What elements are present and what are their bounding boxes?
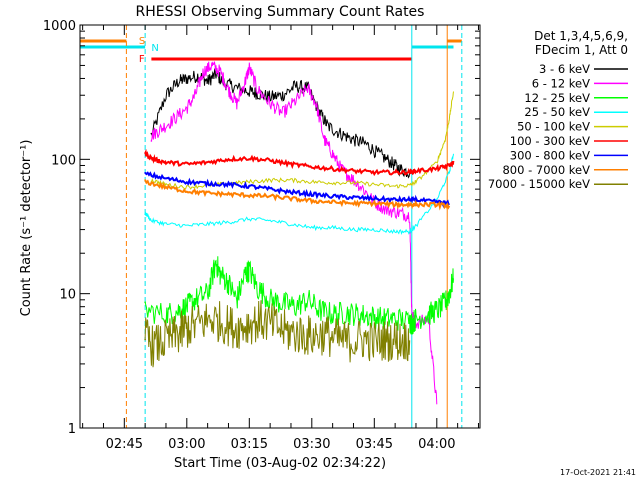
legend-label: 100 - 300 keV	[510, 134, 590, 148]
footer-timestamp: 17-Oct-2021 21:41	[560, 468, 636, 477]
series-point-800-7000-kev	[144, 179, 146, 181]
y-tick-label: 10	[59, 288, 76, 303]
legend: Det 1,3,4,5,6,9,FDecim 1, Att 0 3 - 6 keV…	[488, 29, 628, 191]
y-tick-label: 1000	[43, 19, 76, 34]
y-tick-label: 1	[68, 422, 76, 437]
y-axis-label: Count Rate (s⁻¹ detector⁻¹)	[19, 140, 34, 317]
x-tick-label: 03:45	[356, 437, 393, 452]
legend-label: 3 - 6 keV	[539, 62, 590, 76]
legend-header-line: Det 1,3,4,5,6,9,	[534, 29, 628, 43]
axes: 1 10 100 1000 02:45 03:00 03:15 03:30 03:45 04:00	[43, 19, 480, 452]
series-line-25-50-kev	[144, 153, 454, 235]
chart-title: RHESSI Observing Summary Count Rates	[136, 4, 425, 20]
series-point-300-800-kev	[144, 172, 146, 174]
series-point-100-300-kev	[144, 152, 146, 155]
y-tick-label: 100	[51, 153, 76, 168]
series-line-800-7000-kev	[144, 179, 451, 211]
series-point-25-50-kev	[144, 213, 146, 216]
flare-flag-label: F	[139, 54, 145, 65]
legend-label: 7000 - 15000 keV	[488, 177, 590, 191]
series-point-3-6-kev	[150, 132, 153, 135]
saa-flag-label: S	[139, 36, 145, 47]
series-line-12-25-kev	[144, 256, 454, 335]
x-tick-label: 04:00	[418, 437, 455, 452]
legend-label: 25 - 50 keV	[524, 105, 590, 119]
legend-label: 300 - 800 keV	[510, 148, 590, 162]
series-point-7000-15000-kev	[144, 338, 146, 341]
series-line-3-6-kev	[150, 68, 411, 179]
legend-label: 12 - 25 keV	[524, 91, 590, 105]
x-tick-label: 03:15	[231, 437, 268, 452]
x-axis-label: Start Time (03-Aug-02 02:34:22)	[174, 456, 386, 471]
legend-label: 50 - 100 keV	[517, 120, 590, 134]
series-line-6-12-kev	[150, 61, 438, 405]
plot-area: SNF	[80, 25, 463, 428]
night-flag-label: N	[151, 43, 158, 54]
series-line-50-100-kev	[150, 91, 454, 190]
series-point-12-25-kev	[144, 301, 146, 304]
x-tick-label: 03:00	[168, 437, 205, 452]
x-tick-label: 02:45	[106, 437, 143, 452]
series-point-6-12-kev	[150, 140, 153, 142]
legend-header-line: FDecim 1, Att 0	[535, 43, 628, 57]
series-line-100-300-kev	[144, 148, 455, 177]
series-line-300-800-kev	[144, 171, 451, 209]
x-tick-label: 03:30	[293, 437, 330, 452]
series-line-7000-15000-kev	[144, 300, 411, 368]
legend-label: 800 - 7000 keV	[502, 163, 590, 177]
plot-frame	[79, 24, 481, 429]
legend-label: 6 - 12 keV	[532, 76, 590, 90]
